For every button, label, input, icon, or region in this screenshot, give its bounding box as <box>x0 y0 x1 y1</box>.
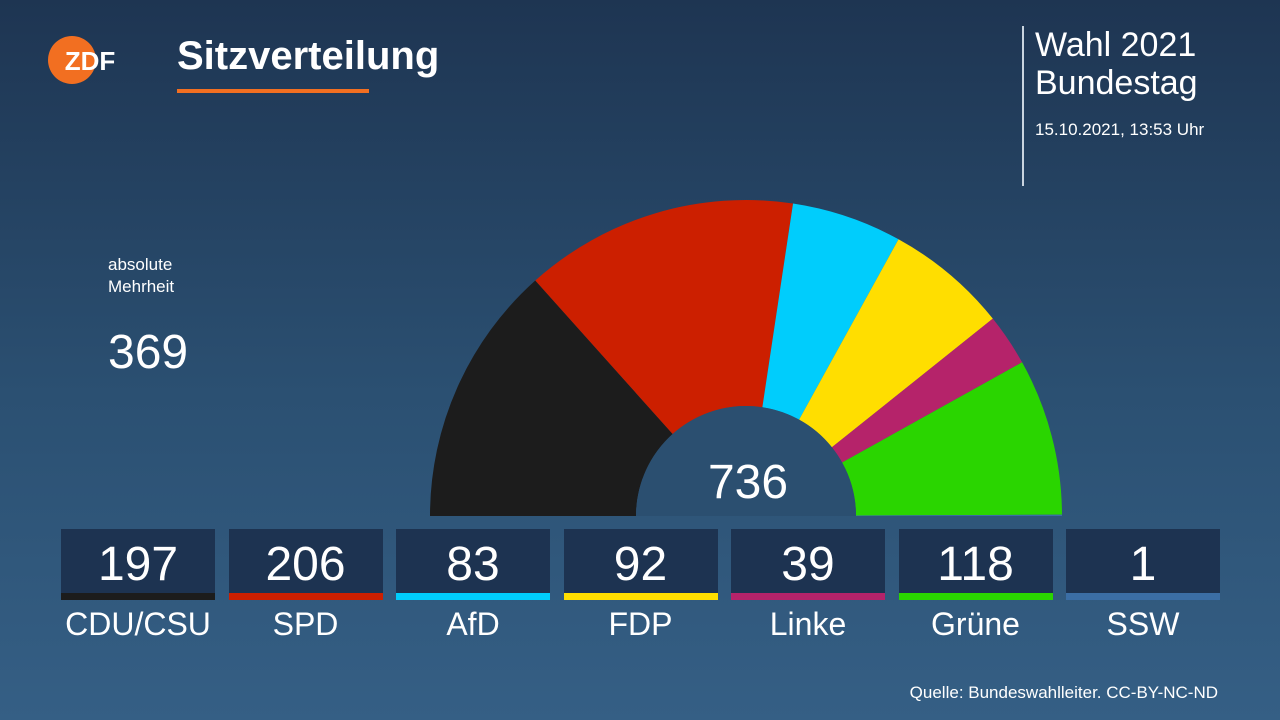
majority-label-line1: absolute <box>108 255 173 274</box>
party-name-spd: SPD <box>272 606 339 642</box>
seat-count-afd: 83 <box>446 538 500 591</box>
seat-count-spd: 206 <box>265 538 346 591</box>
seat-count-fdp: 92 <box>613 538 668 591</box>
segment-afd <box>762 203 899 420</box>
party-name-linke: Linke <box>769 606 847 642</box>
seat-count-ssw: 1 <box>1129 538 1157 591</box>
election-name: Wahl 2021 <box>1035 26 1197 64</box>
segment-cdu-csu <box>430 280 673 516</box>
party-name-afd: AfD <box>446 606 500 642</box>
title-underline <box>177 89 369 93</box>
color-bar-ssw <box>1066 593 1220 600</box>
segment-ssw <box>855 514 1063 516</box>
party-box-afd: 83 <box>396 529 550 600</box>
color-bar-spd <box>228 593 383 600</box>
election-date: 15.10.2021, 13:53 Uhr <box>1035 120 1205 139</box>
segment-linke <box>831 318 1023 463</box>
seat-count-cdu-csu: 197 <box>97 538 179 591</box>
election-body: Bundestag <box>1035 64 1198 102</box>
majority-value: 369 <box>108 326 189 379</box>
total-seats: 736 <box>707 456 789 509</box>
source-note: Quelle: Bundeswahlleiter. CC-BY-NC-ND <box>909 683 1218 702</box>
segment-gr-ne <box>842 362 1062 516</box>
party-name-fdp: FDP <box>608 606 673 642</box>
color-bar-gr-ne <box>898 593 1053 600</box>
party-box-linke: 39 <box>731 529 885 600</box>
segment-spd <box>535 200 794 435</box>
page-title: Sitzverteilung <box>177 34 440 78</box>
party-box-gr-ne: 118 <box>898 529 1053 600</box>
zdf-logo: ZDF <box>48 36 116 84</box>
party-box-spd: 206 <box>228 529 383 600</box>
chart-center <box>636 406 856 516</box>
party-name-cdu-csu: CDU/CSU <box>65 606 211 642</box>
party-name-ssw: SSW <box>1106 606 1180 642</box>
color-bar-afd <box>396 593 550 600</box>
election-info: Wahl 2021 Bundestag 15.10.2021, 13:53 Uh… <box>1022 26 1204 186</box>
seat-count-linke: 39 <box>781 538 835 591</box>
majority-label-line2: Mehrheit <box>108 277 175 296</box>
party-box-cdu-csu: 197 <box>61 529 215 600</box>
seat-count-gr-ne: 118 <box>937 538 1014 591</box>
party-name-gr-ne: Grüne <box>931 606 1020 642</box>
party-box-ssw: 1 <box>1066 529 1220 600</box>
color-bar-fdp <box>563 593 718 600</box>
party-box-fdp: 92 <box>563 529 718 600</box>
color-bar-linke <box>731 593 885 600</box>
zdf-logo-text: ZDF <box>65 46 116 76</box>
segment-fdp <box>799 239 993 448</box>
majority-label: absolute Mehrheit <box>108 254 228 298</box>
color-bar-cdu-csu <box>61 593 215 600</box>
